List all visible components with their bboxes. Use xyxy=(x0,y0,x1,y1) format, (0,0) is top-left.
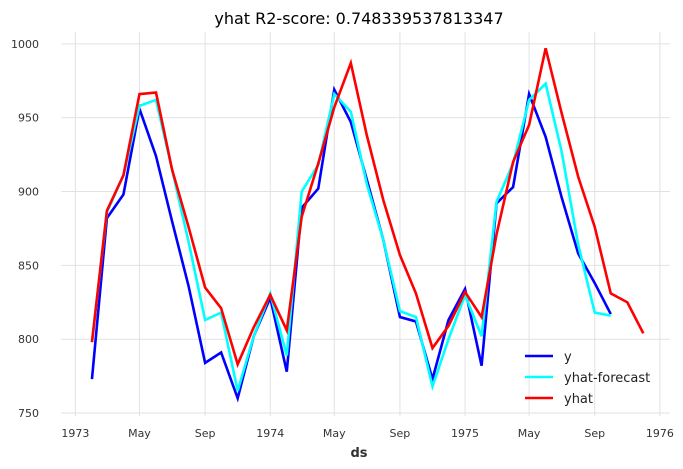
y-tick-label: 1000 xyxy=(11,38,39,51)
x-tick-label: May xyxy=(518,427,541,440)
legend: y yhat-forecast yhat xyxy=(525,350,650,407)
x-tick-label: Sep xyxy=(390,427,411,440)
x-tick-label: Sep xyxy=(195,427,216,440)
y-tick-label: 900 xyxy=(18,186,39,199)
x-axis-title: ds xyxy=(350,446,367,461)
x-tick-label: 1973 xyxy=(61,427,89,440)
series-line-yhat-forecast xyxy=(90,81,611,392)
y-tick-label: 750 xyxy=(18,407,39,420)
series-layer xyxy=(90,47,645,403)
y-tick-label: 850 xyxy=(18,259,39,272)
legend-label: yhat-forecast xyxy=(564,371,650,386)
x-tick-label: 1976 xyxy=(646,427,674,440)
series-line-yhat xyxy=(90,47,645,369)
y-tick-label: 950 xyxy=(18,112,39,125)
tick-layer: 750 800 850 900 950 1000 1973 May Sep 1974 May Sep 1… xyxy=(11,38,674,440)
x-tick-label: 1975 xyxy=(451,427,479,440)
x-tick-label: May xyxy=(128,427,151,440)
grid-layer xyxy=(61,32,670,416)
y-tick-label: 800 xyxy=(18,333,39,346)
legend-label: yhat xyxy=(564,392,593,407)
chart-title: yhat R2-score: 0.748339537813347 xyxy=(214,9,503,28)
series-line-y xyxy=(90,85,612,403)
x-tick-label: 1974 xyxy=(256,427,284,440)
legend-label: y xyxy=(564,350,572,365)
x-tick-label: May xyxy=(323,427,346,440)
x-tick-label: Sep xyxy=(584,427,605,440)
